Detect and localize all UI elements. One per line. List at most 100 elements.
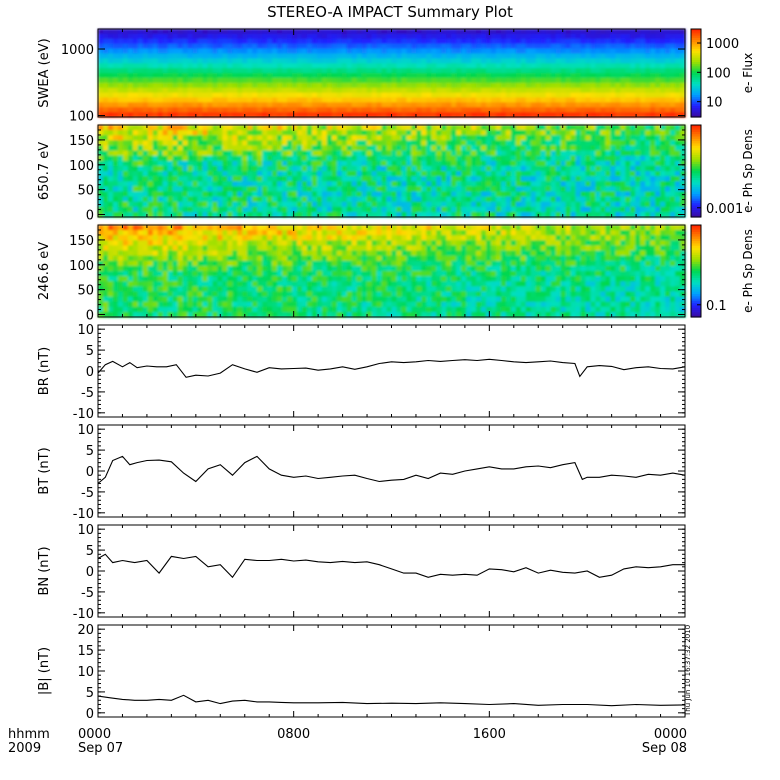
spectrogram-cell <box>446 53 452 60</box>
spectrogram-cell <box>645 87 651 94</box>
colorbar-segment <box>691 46 701 50</box>
spectrogram-cell <box>381 68 388 74</box>
spectrogram-cell <box>580 181 587 188</box>
spectrogram-cell <box>371 206 378 213</box>
spectrogram-cell <box>356 53 363 60</box>
spectrogram-cell <box>466 48 472 55</box>
spectrogram-cell <box>98 235 104 242</box>
spectrogram-cell <box>132 92 139 99</box>
spectrogram-cell <box>530 97 537 104</box>
spectrogram-cell <box>202 255 209 262</box>
spectrogram-cell <box>510 77 517 84</box>
spectrogram-cell <box>117 260 124 267</box>
spectrogram-cell <box>421 181 428 188</box>
spectrogram-cell <box>406 82 413 89</box>
spectrogram-cell <box>535 130 542 136</box>
spectrogram-cell <box>167 276 174 282</box>
spectrogram-cell <box>242 150 248 157</box>
spectrogram-cell <box>401 73 408 79</box>
spectrogram-cell <box>381 43 388 50</box>
spectrogram-cell <box>431 29 437 35</box>
spectrogram-cell <box>610 48 617 55</box>
spectrogram-cell <box>187 102 194 108</box>
spectrogram-cell <box>227 38 234 45</box>
spectrogram-cell <box>635 130 641 136</box>
spectrogram-cell <box>202 235 209 242</box>
spectrogram-cell <box>456 87 462 94</box>
spectrogram-cell <box>311 211 318 218</box>
spectrogram-cell <box>117 82 124 89</box>
spectrogram-cell <box>476 211 482 218</box>
spectrogram-cell <box>456 155 462 162</box>
spectrogram-cell <box>326 145 333 152</box>
colorbar-segment <box>691 95 701 98</box>
spectrogram-cell <box>665 68 671 74</box>
spectrogram-cell <box>396 97 403 104</box>
spectrogram-cell <box>147 97 154 104</box>
spectrogram-cell <box>595 87 602 94</box>
spectrogram-cell <box>197 225 204 231</box>
spectrogram-cell <box>560 155 567 162</box>
spectrogram-cell <box>122 230 129 236</box>
spectrogram-cell <box>157 135 164 142</box>
spectrogram-cell <box>192 250 199 257</box>
spectrogram-cell <box>162 250 169 257</box>
spectrogram-cell <box>197 291 204 298</box>
spectrogram-cell <box>306 186 313 193</box>
spectrogram-cell <box>481 107 487 113</box>
spectrogram-cell <box>615 77 622 84</box>
spectrogram-cell <box>386 53 393 60</box>
spectrogram-cell <box>476 29 482 35</box>
spectrogram-cell <box>500 77 507 84</box>
spectrogram-cell <box>122 255 129 262</box>
spectrogram-cell <box>530 82 537 89</box>
spectrogram-cell <box>192 301 199 308</box>
spectrogram-cell <box>152 87 159 94</box>
spectrogram-cell <box>157 145 164 152</box>
spectrogram-cell <box>655 160 661 167</box>
spectrogram-cell <box>505 77 512 84</box>
spectrogram-cell <box>471 130 477 136</box>
spectrogram-cell <box>217 87 224 94</box>
spectrogram-cell <box>490 181 497 188</box>
spectrogram-cell <box>217 135 224 142</box>
spectrogram-cell <box>192 176 199 182</box>
spectrogram-cell <box>187 186 194 193</box>
spectrogram-cell <box>510 87 517 94</box>
spectrogram-cell <box>152 291 159 298</box>
spectrogram-cell <box>655 196 661 203</box>
spectrogram-cell <box>680 135 686 142</box>
spectrogram-cell <box>197 48 204 55</box>
spectrogram-cell <box>401 145 408 152</box>
spectrogram-cell <box>257 92 263 99</box>
spectrogram-cell <box>525 92 532 99</box>
spectrogram-cell <box>411 171 418 177</box>
spectrogram-cell <box>162 240 169 247</box>
spectrogram-cell <box>590 63 597 69</box>
spectrogram-cell <box>655 63 661 69</box>
spectrogram-cell <box>202 311 209 318</box>
colorbar-segment <box>691 114 701 118</box>
spectrogram-cell <box>217 82 224 89</box>
spectrogram-cell <box>351 130 358 136</box>
spectrogram-cell <box>406 181 413 188</box>
spectrogram-cell <box>306 92 313 99</box>
spectrogram-cell <box>655 92 661 99</box>
spectrogram-cell <box>630 48 636 55</box>
spectrogram-cell <box>331 87 338 94</box>
spectrogram-cell <box>650 201 656 208</box>
spectrogram-cell <box>252 155 258 162</box>
spectrogram-cell <box>98 43 104 50</box>
spectrogram-cell <box>247 130 253 136</box>
spectrogram-cell <box>401 107 408 113</box>
spectrogram-cell <box>461 107 467 113</box>
spectrogram-cell <box>112 301 119 308</box>
spectrogram-cell <box>635 38 641 45</box>
spectrogram-cell <box>446 171 452 177</box>
spectrogram-cell <box>262 191 268 198</box>
spectrogram-cell <box>341 150 348 157</box>
spectrogram-cell <box>580 58 587 64</box>
spectrogram-cell <box>346 107 353 113</box>
spectrogram-cell <box>670 107 676 113</box>
spectrogram-cell <box>535 77 542 84</box>
